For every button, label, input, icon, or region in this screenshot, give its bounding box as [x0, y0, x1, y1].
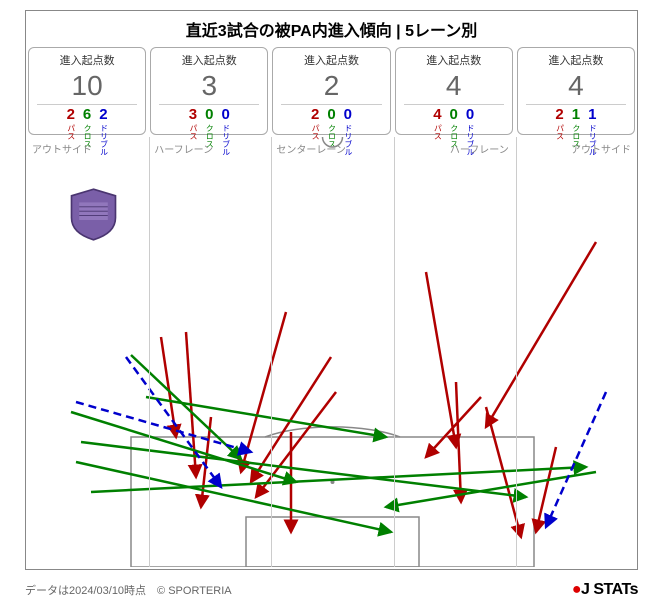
arrow-pass — [486, 242, 596, 427]
lane-divider — [149, 137, 150, 567]
lane-stat: 進入起点数 3 3パス 0クロス 0ドリブル — [150, 47, 268, 135]
arrow-cross — [386, 472, 596, 507]
stat-total: 4 — [404, 68, 504, 105]
lane-stat: 進入起点数 2 2パス 0クロス 0ドリブル — [272, 47, 390, 135]
arrow-dribble — [126, 357, 221, 487]
lane-stat: 進入起点数 10 2パス 6クロス 2ドリブル — [28, 47, 146, 135]
stat-label: 進入起点数 — [275, 52, 387, 68]
footer-text: データは2024/03/10時点 © SPORTERIA — [25, 582, 232, 598]
stat-total: 4 — [526, 68, 626, 105]
stat-label: 進入起点数 — [31, 52, 143, 68]
logo-rest: STATs — [589, 581, 638, 598]
logo-dot-icon: ● — [572, 581, 581, 598]
arrow-cross — [131, 355, 241, 459]
stats-row: 進入起点数 10 2パス 6クロス 2ドリブル 進入起点数 3 3パス 0クロス… — [26, 45, 637, 137]
arrow-cross — [76, 462, 391, 532]
arrow-pass — [426, 272, 456, 447]
stat-total: 3 — [159, 68, 259, 105]
jstats-logo: ●J STATs — [572, 581, 638, 599]
footer: データは2024/03/10時点 © SPORTERIA ●J STATs — [25, 581, 638, 599]
stat-label: 進入起点数 — [398, 52, 510, 68]
chart-title: 直近3試合の被PA内進入傾向 | 5レーン別 — [26, 11, 637, 45]
arrow-cross — [71, 412, 296, 482]
stat-label: 進入起点数 — [520, 52, 632, 68]
team-badge — [66, 187, 121, 242]
pitch-area: アウトサイドハーフレーンセンターレーンハーフレーンアウトサイド — [26, 137, 637, 567]
arrow-cross — [91, 467, 586, 492]
stat-total: 2 — [281, 68, 381, 105]
lane-stat: 進入起点数 4 2パス 1クロス 1ドリブル — [517, 47, 635, 135]
arrow-dribble — [546, 392, 606, 527]
stat-total: 10 — [37, 68, 137, 105]
chart-container: 直近3試合の被PA内進入傾向 | 5レーン別 進入起点数 10 2パス 6クロス… — [0, 0, 663, 611]
lane-stat: 進入起点数 4 4パス 0クロス 0ドリブル — [395, 47, 513, 135]
lane-divider — [394, 137, 395, 567]
panel: 直近3試合の被PA内進入傾向 | 5レーン別 進入起点数 10 2パス 6クロス… — [25, 10, 638, 570]
lane-divider — [271, 137, 272, 567]
arrow-pass — [426, 397, 481, 457]
arrow-pass — [241, 312, 286, 472]
arrow-pass — [536, 447, 556, 532]
stat-label: 進入起点数 — [153, 52, 265, 68]
lane-divider — [516, 137, 517, 567]
arrow-pass — [456, 382, 461, 502]
